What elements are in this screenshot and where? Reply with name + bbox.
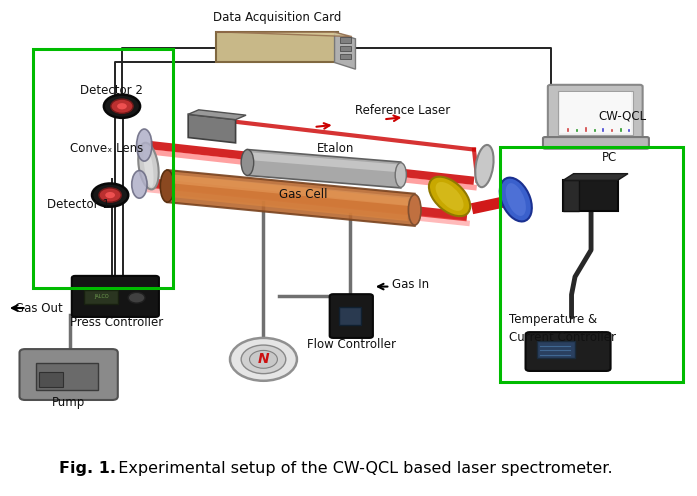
Circle shape <box>250 350 277 368</box>
Ellipse shape <box>137 129 152 161</box>
FancyBboxPatch shape <box>526 332 611 371</box>
Bar <box>33 49 173 288</box>
Text: Detector 1: Detector 1 <box>47 197 110 210</box>
Ellipse shape <box>241 150 254 176</box>
Text: Gas Cell: Gas Cell <box>279 187 328 201</box>
FancyBboxPatch shape <box>548 85 643 141</box>
FancyBboxPatch shape <box>330 294 373 338</box>
Bar <box>558 91 633 135</box>
Circle shape <box>99 188 121 202</box>
Bar <box>560 92 631 133</box>
Ellipse shape <box>132 171 147 198</box>
Bar <box>537 341 575 359</box>
Bar <box>36 363 98 390</box>
Ellipse shape <box>500 178 532 221</box>
Text: Current Controller: Current Controller <box>509 330 616 344</box>
Polygon shape <box>216 32 352 37</box>
Ellipse shape <box>160 170 174 202</box>
Text: CW-QCL: CW-QCL <box>598 110 646 123</box>
Polygon shape <box>174 175 408 221</box>
Ellipse shape <box>429 177 470 216</box>
Text: Flow Controller: Flow Controller <box>307 338 397 351</box>
Ellipse shape <box>395 163 406 187</box>
Text: Press Controller: Press Controller <box>70 316 163 329</box>
Bar <box>39 372 63 387</box>
Polygon shape <box>167 174 415 207</box>
Text: Detector 2: Detector 2 <box>80 84 143 97</box>
Ellipse shape <box>436 182 464 211</box>
Text: Etalon: Etalon <box>317 142 355 155</box>
FancyBboxPatch shape <box>543 137 649 149</box>
Text: Conveₓ Lens: Conveₓ Lens <box>70 142 143 155</box>
Text: Gas Out: Gas Out <box>15 302 63 314</box>
Text: Pump: Pump <box>52 396 85 409</box>
Ellipse shape <box>144 145 153 187</box>
Text: Experimental setup of the CW-QCL based laser spectrometer.: Experimental setup of the CW-QCL based l… <box>108 461 613 476</box>
Circle shape <box>104 95 140 118</box>
Bar <box>340 38 351 43</box>
Bar <box>340 54 351 59</box>
Circle shape <box>230 338 297 381</box>
Bar <box>500 147 683 382</box>
Circle shape <box>105 192 115 198</box>
Polygon shape <box>167 170 415 226</box>
Text: JALCO: JALCO <box>94 294 108 300</box>
Text: Reference Laser: Reference Laser <box>355 104 451 117</box>
Text: Gas In: Gas In <box>392 278 429 291</box>
FancyBboxPatch shape <box>72 276 159 317</box>
Circle shape <box>128 293 145 303</box>
Circle shape <box>92 184 128 207</box>
Ellipse shape <box>475 145 493 187</box>
Circle shape <box>241 345 286 373</box>
Polygon shape <box>188 114 236 143</box>
Polygon shape <box>247 152 401 173</box>
Polygon shape <box>563 174 628 181</box>
Polygon shape <box>188 110 246 120</box>
Polygon shape <box>216 32 338 62</box>
Polygon shape <box>247 150 401 188</box>
Text: PC: PC <box>602 151 618 164</box>
Bar <box>340 46 351 51</box>
Polygon shape <box>563 181 618 211</box>
Ellipse shape <box>408 194 421 225</box>
Text: Temperature &: Temperature & <box>509 312 597 326</box>
Text: Fig. 1.: Fig. 1. <box>59 461 116 476</box>
Circle shape <box>111 99 133 114</box>
Text: N: N <box>258 352 269 367</box>
Bar <box>84 290 118 304</box>
Polygon shape <box>563 181 579 211</box>
Text: Data Acquisition Card: Data Acquisition Card <box>213 11 342 24</box>
Circle shape <box>117 103 127 110</box>
Ellipse shape <box>505 183 526 216</box>
Bar <box>339 307 361 324</box>
Ellipse shape <box>138 143 159 189</box>
FancyBboxPatch shape <box>20 349 118 400</box>
Polygon shape <box>335 32 355 69</box>
